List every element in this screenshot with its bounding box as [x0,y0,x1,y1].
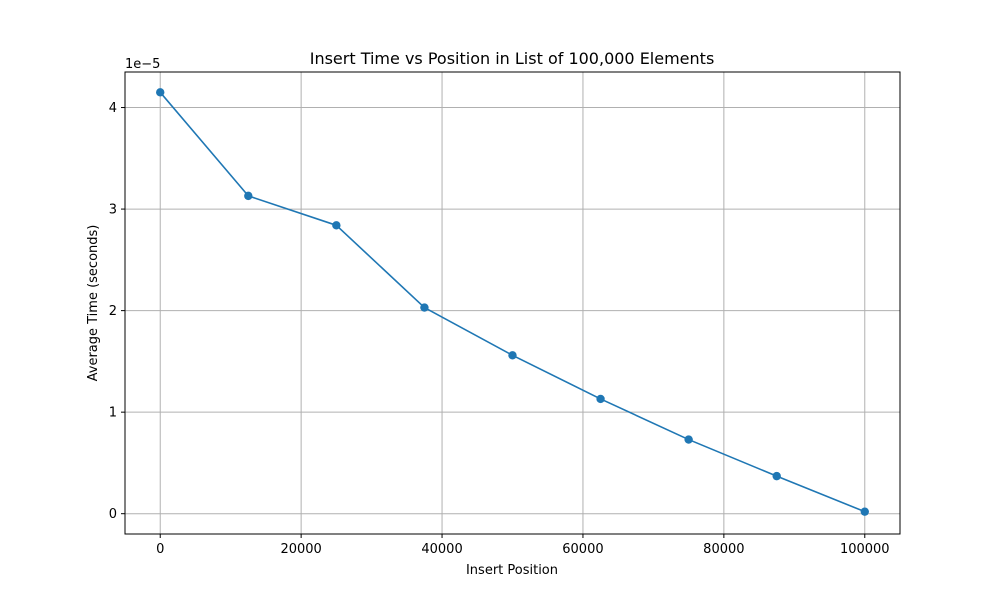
y-tick-label: 3 [109,203,117,218]
x-tick-label: 100000 [840,542,890,557]
x-tick-label: 20000 [280,542,321,557]
chart-title: Insert Time vs Position in List of 100,0… [310,49,715,68]
data-point [244,191,253,201]
data-point [684,435,693,444]
data-series [156,88,869,516]
x-tick-label: 80000 [703,542,744,557]
x-tick-label: 40000 [421,542,462,557]
x-axis-label: Insert Position [466,563,558,578]
data-point [332,221,341,230]
y-axis-ticks: 0 1 2 3 4 [109,101,125,522]
y-axis-label: Average Time (seconds) [86,225,101,382]
y-tick-label: 1 [109,406,117,421]
data-point [596,394,605,404]
x-tick-label: 60000 [562,542,603,557]
y-axis-offset-label: 1e−5 [125,57,160,72]
data-point [772,471,781,481]
y-tick-label: 4 [109,101,117,116]
data-point [860,507,869,516]
data-point [156,88,165,97]
grid-lines [125,72,900,534]
plot-area-frame [124,71,901,535]
y-tick-label: 2 [109,304,117,319]
data-point [420,303,429,312]
x-axis-ticks: 0 20000 40000 60000 80000 100000 [156,534,890,557]
x-tick-label: 0 [156,542,164,557]
data-point [508,351,517,360]
y-tick-label: 0 [109,507,117,522]
